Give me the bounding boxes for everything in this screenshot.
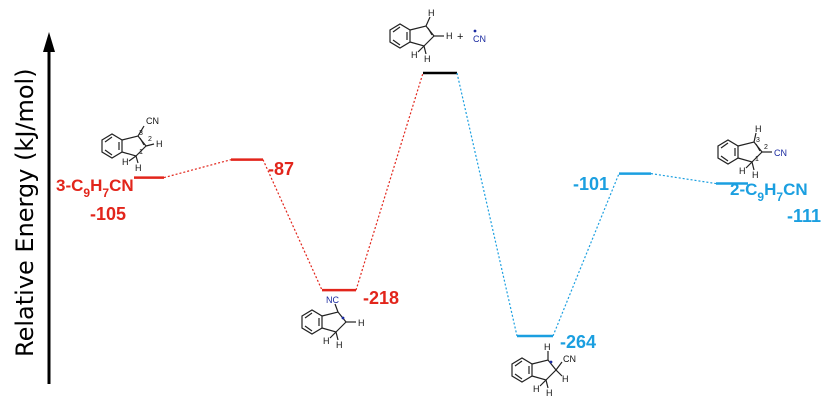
species-label-2-c9h7cn: 2-C9H7CN xyxy=(730,180,808,204)
atom-h: H xyxy=(411,50,418,60)
plus-sign: + xyxy=(457,31,463,43)
atom-h: H xyxy=(562,374,569,384)
y-axis-arrowhead xyxy=(43,32,55,52)
atom-h: H xyxy=(428,8,435,18)
atom-h: H xyxy=(135,163,142,173)
atom-h: H xyxy=(336,340,343,350)
energy-label-ts-right: -101 xyxy=(573,174,609,194)
connector-reactants-to-int-right xyxy=(456,72,518,337)
atom-h: H xyxy=(752,170,759,180)
atom-num-2: 2 xyxy=(764,144,768,151)
molecule-3-cyanoindene: CN 3 2 H 1 H H xyxy=(101,116,163,173)
radical-cn: CN xyxy=(473,34,486,44)
atom-h: H xyxy=(424,54,431,64)
atom-cn: CN xyxy=(774,148,787,158)
atom-h: H xyxy=(358,318,365,328)
atom-h: H xyxy=(546,388,553,398)
atom-cn: CN xyxy=(563,354,576,364)
radical-dot xyxy=(341,316,345,320)
atom-num-2: 2 xyxy=(148,136,152,143)
molecule-int-right: H CN H H H xyxy=(511,342,576,398)
atom-h: H xyxy=(755,124,762,134)
energy-levels xyxy=(134,71,748,338)
atom-h: H xyxy=(533,384,540,394)
species-label-3-c9h7cn: 3-C9H7CN xyxy=(56,176,134,200)
connector-int-left-to-reactants xyxy=(355,72,424,291)
atom-h: H xyxy=(544,342,551,352)
energy-label-int-right: -264 xyxy=(560,332,596,352)
atom-h: H xyxy=(122,157,129,167)
connector-ts-left-to-int-left xyxy=(262,159,323,291)
atom-nc: NC xyxy=(326,295,339,305)
atom-num-1: 1 xyxy=(139,149,143,156)
atom-num-3: 3 xyxy=(756,137,760,144)
atom-num-1: 1 xyxy=(755,156,759,163)
atom-cn: CN xyxy=(146,116,159,126)
y-axis-title: Relative Energy (kJ/mol) xyxy=(11,68,39,357)
radical-dot xyxy=(473,29,477,33)
molecule-int-left: NC H H H xyxy=(301,295,365,350)
energy-label-3-c9h7cn: -105 xyxy=(90,204,126,224)
energy-label-int-left: -218 xyxy=(363,288,399,308)
connector-int-right-to-ts-right xyxy=(552,173,620,337)
energy-label-2-c9h7cn: -111 xyxy=(787,206,821,226)
atom-h: H xyxy=(156,139,163,149)
molecule-2-cyanoindene: H 3 2 CN 1 H H xyxy=(717,124,787,180)
atom-h: H xyxy=(446,31,453,41)
molecule-indene-plus-cn: H H H H + CN xyxy=(389,8,486,64)
atom-h: H xyxy=(323,336,330,346)
atom-num-3: 3 xyxy=(139,130,143,137)
radical-dot xyxy=(549,360,553,364)
energy-label-ts-left: -87 xyxy=(268,159,294,179)
connector-3-c9h7cn-to-ts-left xyxy=(163,159,232,179)
atom-h: H xyxy=(739,166,746,176)
connector-ts-right-to-2-c9h7cn xyxy=(650,173,717,185)
